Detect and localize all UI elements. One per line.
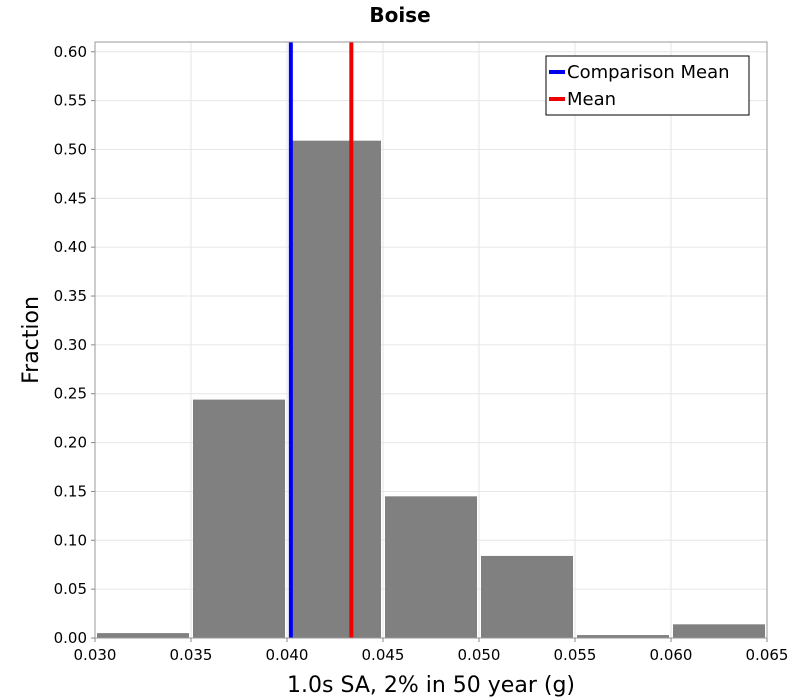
histogram-bar — [673, 624, 765, 638]
y-tick-label: 0.50 — [54, 140, 87, 158]
histogram-bar — [289, 140, 381, 639]
x-tick-label: 0.065 — [746, 646, 789, 664]
legend-box — [545, 55, 750, 116]
histogram-bar — [577, 635, 669, 638]
y-tick-label: 0.15 — [54, 482, 87, 500]
y-tick-label: 0.55 — [54, 92, 87, 110]
y-tick-label: 0.45 — [54, 189, 87, 207]
bars — [97, 140, 765, 639]
chart-title: Boise — [369, 3, 430, 27]
histogram-bar — [385, 496, 477, 638]
y-tick-label: 0.00 — [54, 629, 87, 647]
x-tick-label: 0.030 — [74, 646, 117, 664]
x-tick-label: 0.060 — [650, 646, 693, 664]
x-tick-label: 0.045 — [362, 646, 405, 664]
histogram-bar — [481, 555, 573, 638]
legend-label: Mean — [567, 89, 616, 110]
y-axis-title: Fraction — [19, 296, 44, 384]
legend: Comparison Mean Mean — [545, 55, 750, 116]
y-tick-label: 0.40 — [54, 238, 87, 256]
y-tick-label: 0.05 — [54, 580, 87, 598]
mean-lines — [288, 42, 354, 638]
legend-label: Comparison Mean — [567, 62, 730, 83]
x-tick-label: 0.050 — [458, 646, 501, 664]
axes: 0.030 0.035 0.040 0.045 0.050 0.055 0.060 0.065… — [54, 43, 789, 664]
y-tick-label: 0.10 — [54, 531, 87, 549]
y-tick-label: 0.30 — [54, 336, 87, 354]
y-tick-label: 0.60 — [54, 43, 87, 61]
x-axis-title: 1.0s SA, 2% in 50 year (g) — [287, 673, 575, 698]
y-tick-label: 0.35 — [54, 287, 87, 305]
y-tick-label: 0.20 — [54, 434, 87, 452]
x-tick-label: 0.035 — [170, 646, 213, 664]
x-tick-label: 0.040 — [266, 646, 309, 664]
y-tick-label: 0.25 — [54, 385, 87, 403]
plot-frame — [94, 41, 768, 639]
x-tick-label: 0.055 — [554, 646, 597, 664]
histogram-bar — [193, 399, 285, 638]
histogram-bar — [97, 633, 189, 638]
